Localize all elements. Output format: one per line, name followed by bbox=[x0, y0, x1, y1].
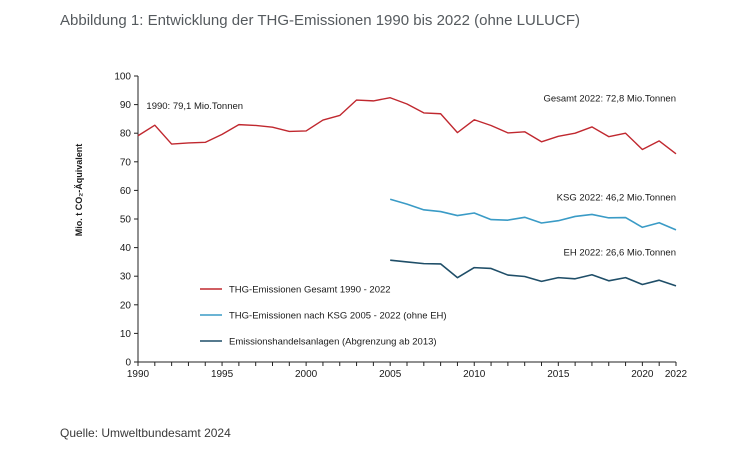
y-tick-label: 80 bbox=[120, 129, 132, 140]
legend-label: THG-Emissionen Gesamt 1990 - 2022 bbox=[229, 285, 391, 296]
figure-source: Quelle: Umweltbundesamt 2024 bbox=[60, 426, 231, 440]
y-tick-label: 100 bbox=[114, 72, 131, 83]
legend-label: THG-Emissionen nach KSG 2005 - 2022 (ohn… bbox=[229, 311, 447, 322]
x-tick-label: 2020 bbox=[631, 369, 654, 380]
x-tick-label: 2015 bbox=[547, 369, 570, 380]
x-tick-label: 1990 bbox=[127, 369, 150, 380]
legend-label: Emissionshandelsanlagen (Abgrenzung ab 2… bbox=[229, 337, 437, 348]
figure-title: Abbildung 1: Entwicklung der THG-Emissio… bbox=[60, 12, 580, 29]
series-line-ksg bbox=[389, 198, 677, 231]
annotation-label: Gesamt 2022: 72,8 Mio.Tonnen bbox=[543, 94, 676, 105]
annotation-label: EH 2022: 26,6 Mio.Tonnen bbox=[564, 248, 677, 259]
x-tick-label: 2000 bbox=[295, 369, 318, 380]
chart-axes: 0 10 20 30 40 50 60 70 80 90 100 1990 1995 2000 2005 20… bbox=[114, 72, 687, 381]
y-tick-label: 90 bbox=[120, 100, 132, 111]
annotation-label: KSG 2022: 46,2 Mio.Tonnen bbox=[557, 192, 676, 203]
series-line-ets bbox=[390, 259, 677, 287]
y-tick-label: 10 bbox=[120, 329, 132, 340]
y-tick-label: 20 bbox=[120, 300, 132, 311]
y-tick-label: 60 bbox=[120, 186, 132, 197]
x-tick-label: 1995 bbox=[211, 369, 234, 380]
x-tick-label: 2022 bbox=[665, 369, 688, 380]
chart-annotations: 1990: 79,1 Mio.Tonnen Gesamt 2022: 72,8 M… bbox=[146, 94, 676, 259]
y-tick-label: 50 bbox=[120, 215, 132, 226]
annotation-label: 1990: 79,1 Mio.Tonnen bbox=[146, 101, 243, 112]
y-tick-label: 70 bbox=[120, 157, 132, 168]
y-tick-label: 0 bbox=[125, 358, 131, 369]
series-line-total bbox=[137, 97, 677, 155]
chart-series bbox=[137, 97, 677, 287]
x-tick-label: 2005 bbox=[379, 369, 402, 380]
y-axis-label: Mio. t CO₂-Äquivalent bbox=[74, 144, 84, 237]
x-tick-label: 2010 bbox=[463, 369, 486, 380]
y-tick-label: 30 bbox=[120, 272, 132, 283]
y-tick-label: 40 bbox=[120, 243, 132, 254]
chart-legend: THG-Emissionen Gesamt 1990 - 2022 THG-Emi… bbox=[200, 285, 447, 348]
